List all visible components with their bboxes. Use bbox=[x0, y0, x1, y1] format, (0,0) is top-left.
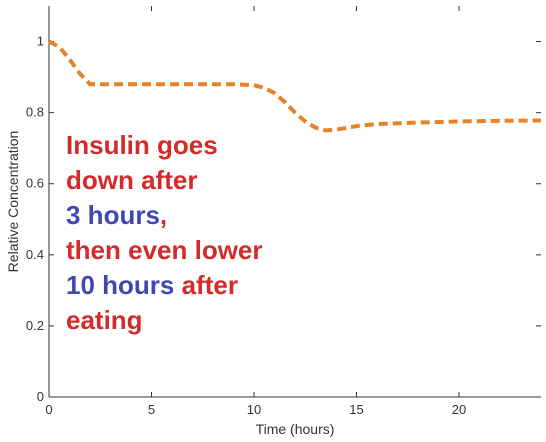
annotation-segment: Insulin goes bbox=[66, 130, 218, 160]
annotation-segment: down after bbox=[66, 165, 198, 195]
annotation-line: down after bbox=[66, 163, 263, 198]
axis-ticks: 0 5 10 15 20 0 0.2 0.4 0.6 0.8 1 bbox=[26, 6, 541, 417]
annotation-segment: after bbox=[174, 270, 238, 300]
x-tick-label: 0 bbox=[45, 402, 52, 417]
x-tick-label: 20 bbox=[452, 402, 466, 417]
annotation-text: Insulin goes down after 3 hours, then even … bbox=[66, 128, 263, 338]
y-axis-label: Relative Concentration bbox=[5, 131, 21, 273]
annotation-segment: then even lower bbox=[66, 235, 263, 265]
annotation-segment: eating bbox=[66, 305, 143, 335]
x-tick-label: 5 bbox=[148, 402, 155, 417]
y-tick-label: 1 bbox=[37, 34, 44, 49]
y-tick-label: 0 bbox=[37, 389, 44, 404]
series-line bbox=[48, 39, 542, 133]
x-axis-label: Time (hours) bbox=[256, 421, 335, 437]
annotation-line: then even lower bbox=[66, 233, 263, 268]
annotation-segment: 3 hours bbox=[66, 200, 160, 230]
x-tick-label: 10 bbox=[247, 402, 261, 417]
y-tick-label: 0.2 bbox=[26, 318, 44, 333]
annotation-line: 3 hours, bbox=[66, 198, 263, 233]
annotation-line: Insulin goes bbox=[66, 128, 263, 163]
annotation-line: 10 hours after bbox=[66, 268, 263, 303]
series-layer bbox=[48, 39, 542, 133]
annotation-line: eating bbox=[66, 303, 263, 338]
annotation-segment: , bbox=[159, 200, 168, 230]
y-tick-label: 0.4 bbox=[26, 247, 44, 262]
annotation-segment: 10 hours bbox=[66, 270, 175, 300]
y-tick-label: 0.8 bbox=[26, 105, 44, 120]
x-tick-label: 15 bbox=[349, 402, 363, 417]
y-tick-label: 0.6 bbox=[26, 176, 44, 191]
